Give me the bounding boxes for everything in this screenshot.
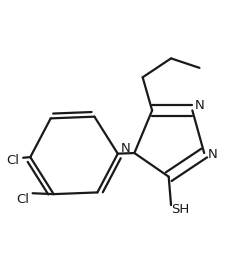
Text: SH: SH <box>171 203 189 216</box>
Text: N: N <box>208 148 217 161</box>
Text: N: N <box>121 142 131 155</box>
Text: Cl: Cl <box>17 193 30 206</box>
Text: N: N <box>195 99 204 112</box>
Text: Cl: Cl <box>6 154 19 167</box>
